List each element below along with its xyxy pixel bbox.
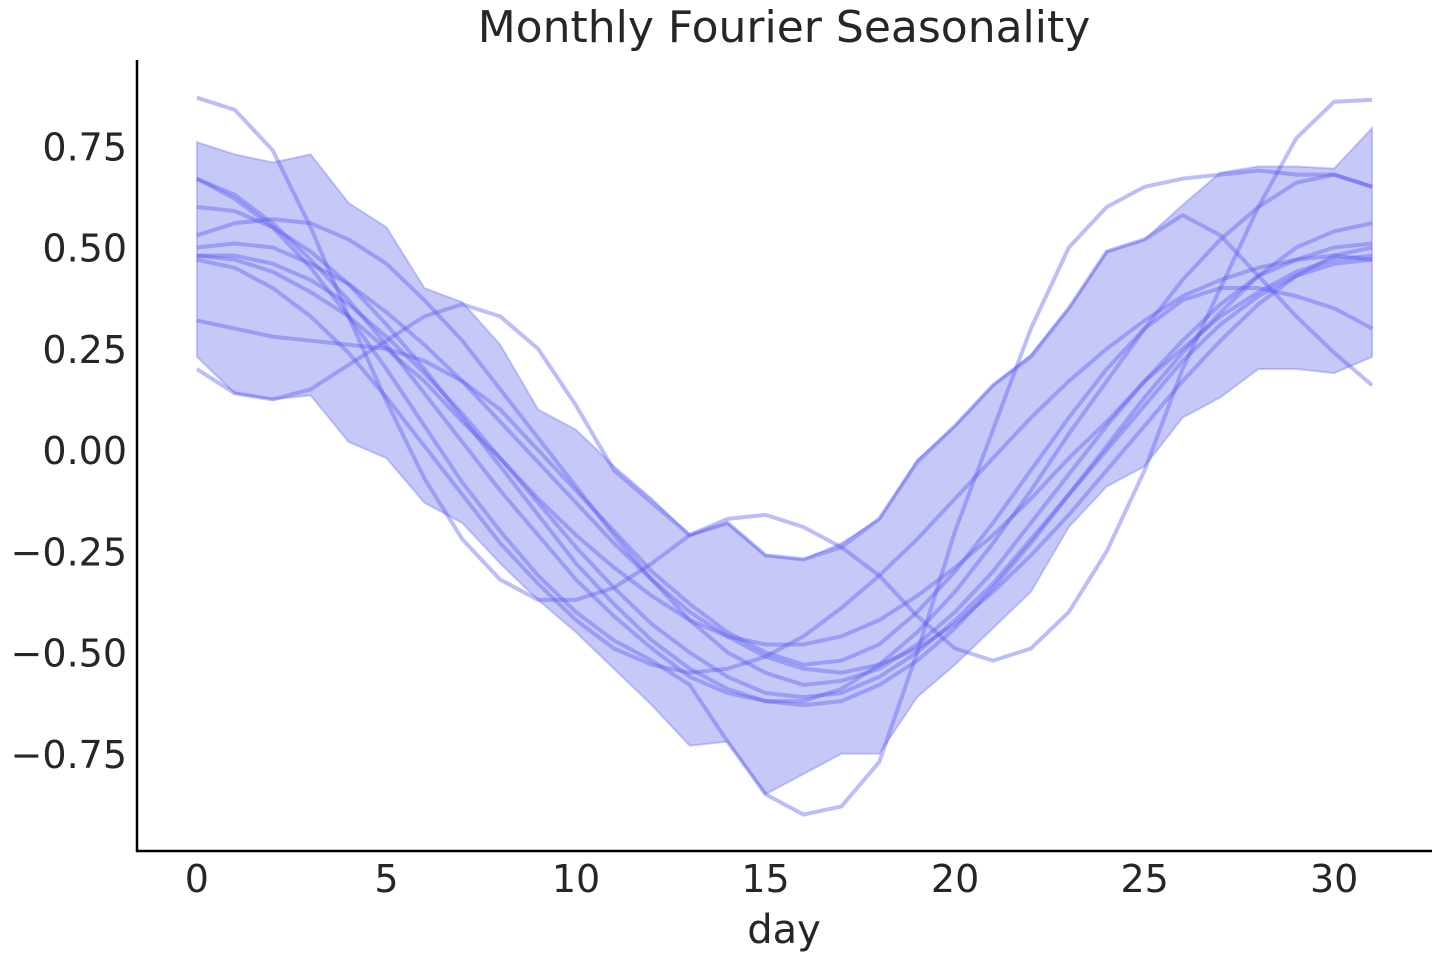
x-tick-label: 5 bbox=[374, 857, 398, 901]
series-line-sample-11 bbox=[196, 253, 1373, 700]
x-axis-label: day bbox=[747, 907, 821, 953]
y-tick-label: 0.00 bbox=[42, 429, 127, 473]
series-line-sample-4 bbox=[196, 253, 1373, 647]
confidence-band bbox=[195, 125, 1374, 796]
y-tick-label: 0.50 bbox=[42, 227, 127, 271]
series-line-sample-9 bbox=[196, 253, 1373, 675]
series-line-sample-10 bbox=[196, 286, 1374, 667]
x-tick-label: 25 bbox=[1120, 857, 1168, 901]
x-tick-label: 10 bbox=[552, 857, 600, 901]
x-tick-label: 30 bbox=[1310, 857, 1358, 901]
chart-title: Monthly Fourier Seasonality bbox=[478, 2, 1091, 53]
x-tick-labels: 0 5 10 15 20 25 30 bbox=[185, 857, 1359, 901]
y-tick-label: 0.75 bbox=[42, 125, 127, 169]
series-line-sample-5 bbox=[196, 205, 1373, 708]
plot-area bbox=[195, 95, 1374, 817]
series-line-sample-2 bbox=[195, 97, 1373, 663]
y-tick-label: −0.50 bbox=[11, 632, 127, 676]
series-line-sample-1 bbox=[196, 95, 1374, 602]
series-line-sample-8 bbox=[196, 241, 1373, 675]
series-line-sample-6 bbox=[196, 172, 1373, 704]
series-line-sample-7 bbox=[196, 217, 1373, 687]
y-tick-label: 0.25 bbox=[42, 328, 127, 372]
x-tick-label: 0 bbox=[185, 857, 209, 901]
x-tick-label: 15 bbox=[741, 857, 789, 901]
series-line-sample-3 bbox=[195, 168, 1373, 817]
y-tick-labels: 0.75 0.50 0.25 0.00 −0.25 −0.50 −0.75 bbox=[11, 125, 127, 777]
x-tick-label: 20 bbox=[931, 857, 979, 901]
y-tick-label: −0.25 bbox=[11, 530, 127, 574]
y-tick-label: −0.75 bbox=[11, 733, 127, 777]
